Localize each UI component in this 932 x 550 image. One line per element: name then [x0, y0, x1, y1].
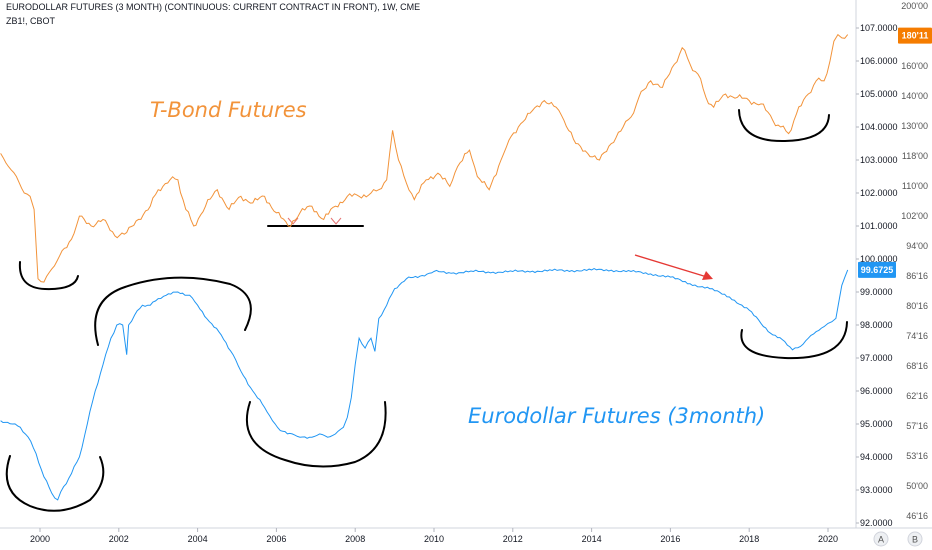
chart-title: EURODOLLAR FUTURES (3 MONTH) (CONTINUOUS…: [6, 2, 421, 12]
y-tick-label: 100.0000: [860, 254, 898, 264]
y-tick-label: 93.0000: [860, 485, 893, 495]
series-layer: [0, 33, 849, 501]
ed-2007-low-bracket: [245, 401, 387, 468]
y-tick-label: 94.0000: [860, 452, 893, 462]
y2-tick-label: 110'00: [902, 181, 928, 191]
tbond-last-value: 180'11: [902, 31, 929, 41]
y2-tick-label: 68'16: [906, 361, 928, 371]
y2-tick-label: 50'00: [906, 481, 928, 491]
y2-tick-label: 200'00: [901, 1, 928, 11]
tbond-2000-low-bracket: [18, 261, 79, 291]
y-tick-label: 97.0000: [860, 353, 893, 363]
x-tick-label: 2002: [109, 534, 129, 544]
x-tick-label: 2020: [818, 534, 838, 544]
y-tick-label: 99.0000: [860, 287, 893, 297]
y2-tick-label: 102'00: [901, 211, 928, 221]
y2-tick-label: 57'16: [906, 421, 928, 431]
tbond-last-badge: [898, 27, 932, 44]
x-tick-label: 2004: [188, 534, 208, 544]
tbond-annotation: T-Bond Futures: [150, 98, 307, 122]
y2-tick-label: 62'16: [906, 391, 928, 401]
scale-buttons: A B: [873, 531, 923, 547]
y2-tick-label: 86'16: [906, 271, 928, 281]
hand-drawn-annotations: [5, 109, 848, 512]
y-tick-label: 98.0000: [860, 320, 893, 330]
tbond-low-marker: [287, 217, 299, 225]
x-tick-label: 2006: [266, 534, 286, 544]
chart-subtitle: ZB1!, CBOT: [6, 16, 56, 26]
auto-scale-label: A: [878, 535, 884, 545]
tbond-low-marker: [330, 217, 342, 225]
y-tick-label: 102.0000: [860, 188, 898, 198]
eurodollar-line: [0, 268, 849, 501]
y2-tick-label: 46'16: [906, 511, 928, 521]
log-scale-label: B: [912, 535, 918, 545]
y-tick-label: 92.0000: [860, 518, 893, 528]
last-value-badges: 99.6725 180'11: [858, 27, 932, 278]
eurodollar-last-badge: [858, 261, 896, 278]
y-tick-label: 107.0000: [860, 23, 898, 33]
y2-tick-label: 140'00: [901, 91, 928, 101]
eurodollar-last-value: 99.6725: [861, 265, 894, 275]
y2-tick-label: 53'16: [906, 451, 928, 461]
x-tick-label: 2016: [660, 534, 680, 544]
x-tick-label: 2000: [30, 534, 50, 544]
y-tick-label: 104.0000: [860, 122, 898, 132]
x-tick-label: 2018: [739, 534, 759, 544]
y-tick-label: 106.0000: [860, 56, 898, 66]
y2-tick-label: 130'00: [901, 121, 928, 131]
log-scale-button[interactable]: [907, 531, 923, 547]
y-tick-label: 105.0000: [860, 89, 898, 99]
tbond-2006-markers: [287, 217, 342, 225]
trend-arrow: [634, 254, 713, 280]
ed-2003-top-bracket: [94, 276, 252, 346]
eurodollar-annotation: Eurodollar Futures (3month): [468, 404, 766, 428]
tbond-2018-low-bracket: [738, 109, 830, 143]
x-tick-label: 2008: [345, 534, 365, 544]
y-tick-label: 95.0000: [860, 419, 893, 429]
y2-tick-label: 80'16: [906, 301, 928, 311]
y-tick-label: 96.0000: [860, 386, 893, 396]
y2-tick-label: 74'16: [906, 331, 928, 341]
x-tick-label: 2014: [582, 534, 602, 544]
y2-tick-label: 118'00: [902, 151, 928, 161]
y-tick-label: 101.0000: [860, 221, 898, 231]
x-tick-label: 2010: [424, 534, 444, 544]
y-tick-label: 103.0000: [860, 155, 898, 165]
ed-2000-low-bracket: [5, 455, 105, 512]
x-tick-label: 2012: [503, 534, 523, 544]
y2-tick-label: 160'00: [901, 61, 928, 71]
tbond-line: [0, 33, 849, 283]
y2-tick-label: 94'00: [906, 241, 928, 251]
auto-scale-button[interactable]: [873, 531, 889, 547]
ed-2019-low-bracket: [740, 321, 848, 360]
